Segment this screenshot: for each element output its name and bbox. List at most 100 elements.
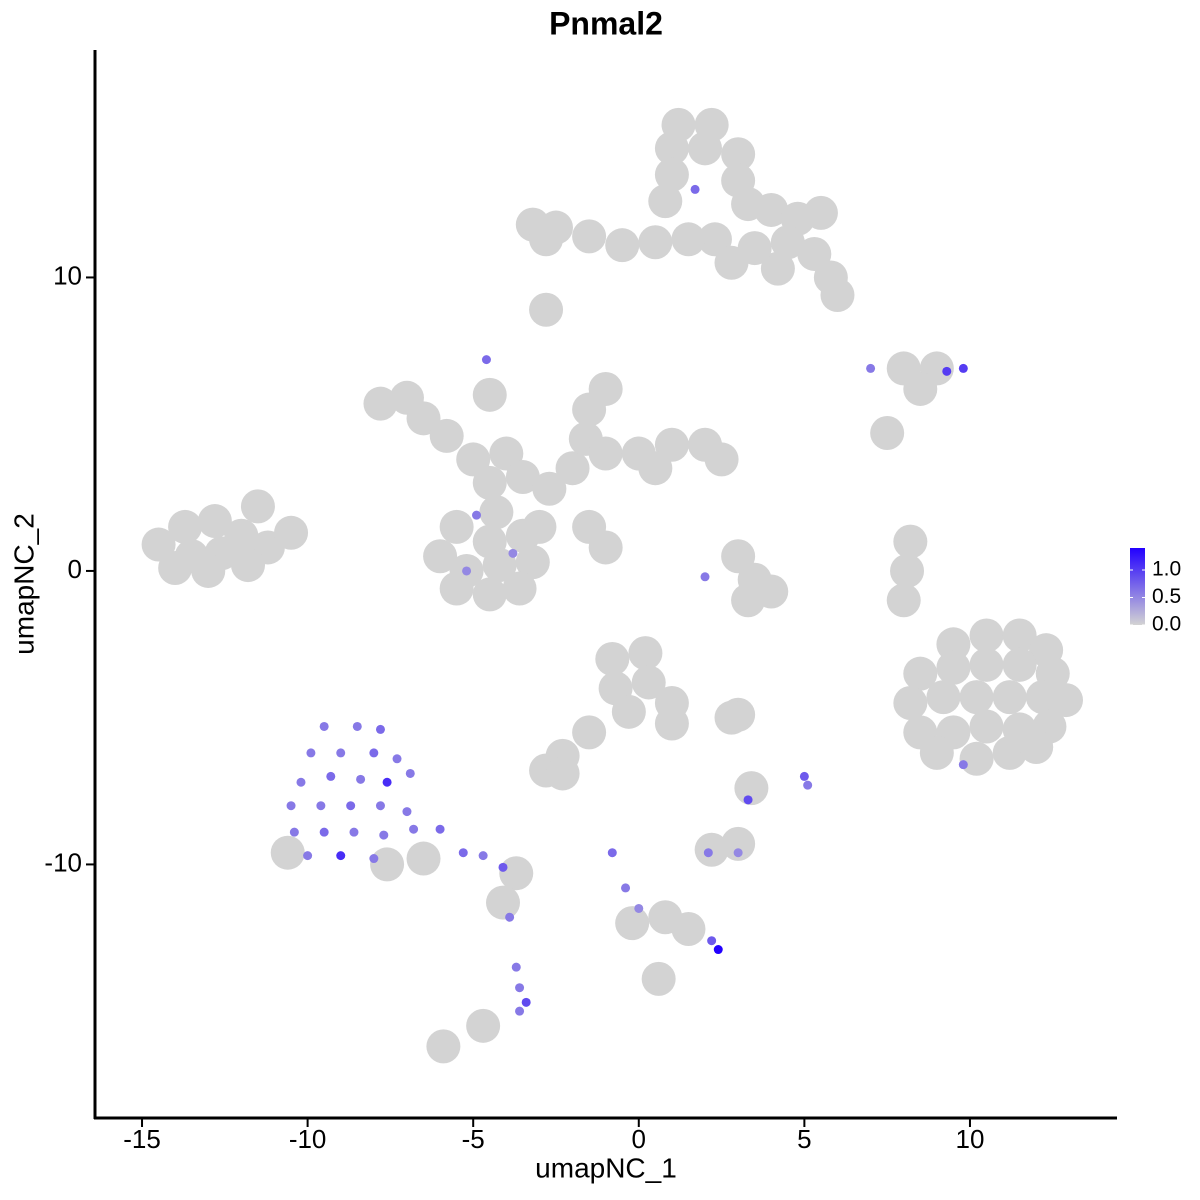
- expressing-cell: [621, 883, 631, 893]
- cell: [456, 442, 491, 477]
- expressing-cell: [435, 824, 445, 834]
- cell: [429, 418, 464, 453]
- cell: [572, 219, 607, 254]
- cell: [760, 251, 795, 286]
- expressing-cell: [402, 807, 412, 817]
- cell: [472, 465, 507, 500]
- expressing-cell: [382, 777, 392, 787]
- expressing-cell: [326, 771, 336, 781]
- cell: [648, 184, 683, 219]
- y-tick-label: -10: [44, 847, 82, 877]
- expressing-cell: [958, 760, 968, 770]
- cell: [797, 236, 832, 271]
- expressing-cell: [289, 827, 299, 837]
- expressing-cell: [521, 997, 531, 1007]
- cell: [959, 741, 994, 776]
- cell: [893, 524, 928, 559]
- expressing-cell: [607, 848, 617, 858]
- expressing-cell: [296, 777, 306, 787]
- expressing-cell: [634, 903, 644, 913]
- expressing-cell: [743, 795, 753, 805]
- cell: [158, 551, 193, 586]
- cell: [926, 680, 961, 715]
- cell: [499, 856, 534, 891]
- cell: [168, 509, 203, 544]
- y-tick-label: 0: [68, 554, 82, 584]
- cell: [641, 961, 676, 996]
- cell: [714, 245, 749, 280]
- cell: [754, 574, 789, 609]
- cell: [654, 157, 689, 192]
- x-tick-label: 0: [632, 1124, 646, 1154]
- cell: [479, 495, 514, 530]
- colorbar: [1130, 548, 1145, 625]
- chart-title: Pnmal2: [549, 5, 663, 41]
- cell: [638, 225, 673, 260]
- expressing-cell: [369, 854, 379, 864]
- expressing-cell: [478, 851, 488, 861]
- cell: [486, 885, 521, 920]
- cell: [734, 771, 769, 806]
- expressing-cell: [405, 768, 415, 778]
- cell: [1048, 683, 1083, 718]
- cell: [628, 636, 663, 671]
- cell: [890, 553, 925, 588]
- cell: [1002, 647, 1037, 682]
- expressing-cell: [958, 363, 968, 373]
- expressing-cell: [515, 1006, 525, 1016]
- x-tick-label: 10: [955, 1124, 984, 1154]
- expressing-cell: [515, 983, 525, 993]
- expressing-cell: [286, 801, 296, 811]
- cell: [1019, 730, 1054, 765]
- cell: [588, 436, 623, 471]
- expressing-cell: [392, 754, 402, 764]
- expressing-cell: [319, 827, 329, 837]
- x-tick-label: -5: [462, 1124, 485, 1154]
- expressing-cell: [336, 748, 346, 758]
- cell: [654, 131, 689, 166]
- cell: [472, 577, 507, 612]
- cell: [1002, 618, 1037, 653]
- cell: [820, 278, 855, 313]
- colorbar-label: 0.5: [1152, 585, 1181, 608]
- x-tick-label: -15: [123, 1124, 161, 1154]
- cell: [532, 471, 567, 506]
- cell: [522, 509, 557, 544]
- cell: [671, 911, 706, 946]
- expressing-cell: [733, 848, 743, 858]
- cell: [505, 460, 540, 495]
- cell: [502, 571, 537, 606]
- cell: [969, 618, 1004, 653]
- expressing-cell: [700, 572, 710, 582]
- cell: [489, 436, 524, 471]
- cell: [588, 530, 623, 565]
- cell: [406, 841, 441, 876]
- cell: [588, 371, 623, 406]
- expressing-cell: [375, 724, 385, 734]
- cell: [545, 756, 580, 791]
- cell: [197, 504, 232, 539]
- expressing-cell: [505, 912, 515, 922]
- cell: [721, 137, 756, 172]
- cell: [363, 386, 398, 421]
- cell: [439, 571, 474, 606]
- cell: [936, 627, 971, 662]
- expressing-cell: [319, 721, 329, 731]
- expressing-cell: [379, 830, 389, 840]
- cell: [688, 131, 723, 166]
- expressing-cell: [369, 748, 379, 758]
- cell: [406, 401, 441, 436]
- cell: [605, 228, 640, 263]
- expressing-cell: [356, 774, 366, 784]
- expressing-cell: [458, 848, 468, 858]
- cell: [704, 442, 739, 477]
- expressing-cell: [409, 824, 419, 834]
- cell: [482, 548, 517, 583]
- cell: [886, 583, 921, 618]
- cell: [423, 539, 458, 574]
- cell: [191, 553, 226, 588]
- expressing-cell: [375, 801, 385, 811]
- cell: [270, 835, 305, 870]
- cell: [721, 539, 756, 574]
